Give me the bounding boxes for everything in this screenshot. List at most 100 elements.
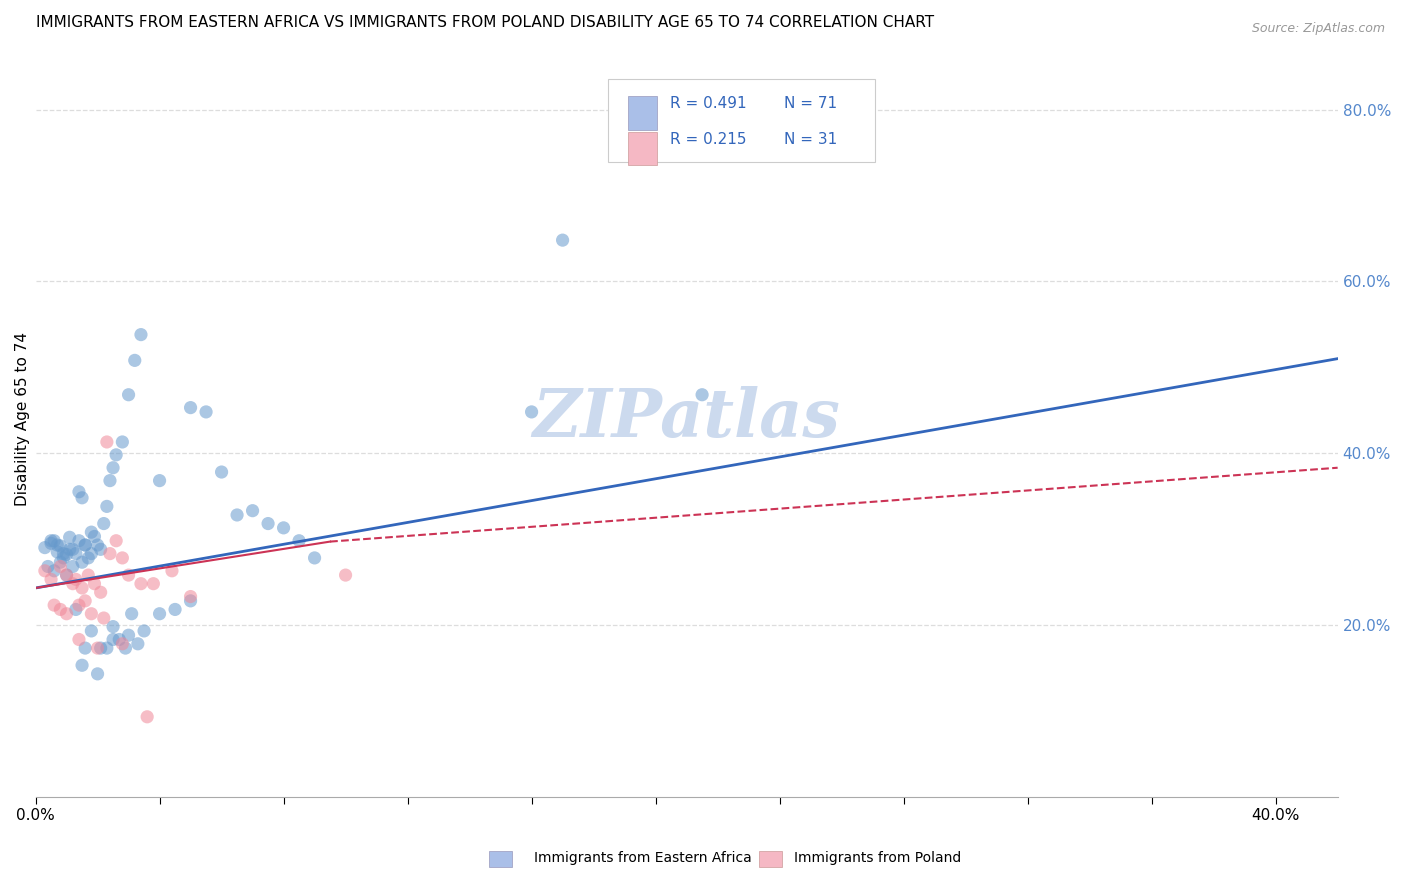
Point xyxy=(49,559,72,574)
Point xyxy=(111,637,134,651)
Point xyxy=(108,632,131,647)
Point xyxy=(98,547,121,561)
Point xyxy=(75,641,97,656)
Point xyxy=(62,542,84,557)
Point xyxy=(136,710,159,724)
Point xyxy=(80,607,103,621)
Point xyxy=(67,598,90,612)
Point xyxy=(83,576,105,591)
Point xyxy=(226,508,249,522)
Point xyxy=(59,530,82,544)
Text: ZIPatlas: ZIPatlas xyxy=(533,386,841,451)
Point xyxy=(86,538,108,552)
Point xyxy=(77,568,100,582)
Point xyxy=(90,542,112,557)
Point xyxy=(114,641,136,656)
Point xyxy=(44,564,66,578)
Point xyxy=(90,585,112,599)
Point xyxy=(75,594,97,608)
Text: Source: ZipAtlas.com: Source: ZipAtlas.com xyxy=(1251,22,1385,36)
Point xyxy=(129,576,152,591)
Point xyxy=(101,619,124,633)
Point xyxy=(142,576,165,591)
Point xyxy=(77,550,100,565)
Point xyxy=(117,628,139,642)
FancyBboxPatch shape xyxy=(609,78,876,161)
Point xyxy=(59,542,82,557)
Text: Immigrants from Eastern Africa: Immigrants from Eastern Africa xyxy=(534,851,752,865)
Point xyxy=(105,533,128,548)
Point xyxy=(132,624,155,638)
Point xyxy=(180,401,202,415)
Point xyxy=(165,602,187,616)
Point xyxy=(55,568,77,582)
Text: Immigrants from Poland: Immigrants from Poland xyxy=(794,851,962,865)
Point xyxy=(70,581,93,595)
Point xyxy=(90,641,112,656)
Point xyxy=(55,568,77,582)
Point xyxy=(65,573,87,587)
Point xyxy=(520,405,543,419)
Point xyxy=(67,533,90,548)
Point xyxy=(124,353,146,368)
Point xyxy=(80,547,103,561)
Point xyxy=(86,641,108,656)
Point xyxy=(34,541,56,555)
Point xyxy=(62,559,84,574)
Point xyxy=(96,641,118,656)
Point xyxy=(75,538,97,552)
Point xyxy=(117,388,139,402)
Point xyxy=(335,568,357,582)
Point xyxy=(44,598,66,612)
Point xyxy=(93,611,115,625)
Point xyxy=(101,632,124,647)
Point xyxy=(105,448,128,462)
Point xyxy=(70,555,93,569)
Point xyxy=(273,521,295,535)
Point xyxy=(127,637,149,651)
Point xyxy=(49,602,72,616)
Point xyxy=(39,536,62,550)
FancyBboxPatch shape xyxy=(628,96,657,129)
Point xyxy=(117,568,139,582)
FancyBboxPatch shape xyxy=(628,132,657,165)
Point xyxy=(70,658,93,673)
Point xyxy=(211,465,233,479)
Text: N = 71: N = 71 xyxy=(785,96,838,112)
Point xyxy=(257,516,280,531)
Point xyxy=(80,525,103,540)
Point xyxy=(96,434,118,449)
Text: IMMIGRANTS FROM EASTERN AFRICA VS IMMIGRANTS FROM POLAND DISABILITY AGE 65 TO 74: IMMIGRANTS FROM EASTERN AFRICA VS IMMIGR… xyxy=(35,15,934,30)
Point xyxy=(65,602,87,616)
Point xyxy=(46,538,69,552)
Text: N = 31: N = 31 xyxy=(785,132,838,146)
Point xyxy=(160,564,183,578)
Point xyxy=(129,327,152,342)
Point xyxy=(195,405,218,419)
Y-axis label: Disability Age 65 to 74: Disability Age 65 to 74 xyxy=(15,332,30,506)
Point xyxy=(49,555,72,569)
Point xyxy=(304,550,326,565)
Point xyxy=(148,474,170,488)
Point xyxy=(37,559,59,574)
Point xyxy=(690,388,713,402)
Point xyxy=(39,533,62,548)
Point xyxy=(52,550,75,565)
Point xyxy=(52,547,75,561)
Point xyxy=(55,548,77,562)
Point xyxy=(242,504,264,518)
Point xyxy=(70,491,93,505)
Point xyxy=(44,533,66,548)
Point xyxy=(65,547,87,561)
Point xyxy=(98,474,121,488)
Point xyxy=(86,666,108,681)
Point xyxy=(75,538,97,552)
Text: R = 0.491: R = 0.491 xyxy=(669,96,747,112)
Point xyxy=(80,624,103,638)
Point xyxy=(55,607,77,621)
Point xyxy=(148,607,170,621)
Point xyxy=(111,550,134,565)
Point xyxy=(111,434,134,449)
Point xyxy=(67,484,90,499)
Point xyxy=(83,529,105,543)
